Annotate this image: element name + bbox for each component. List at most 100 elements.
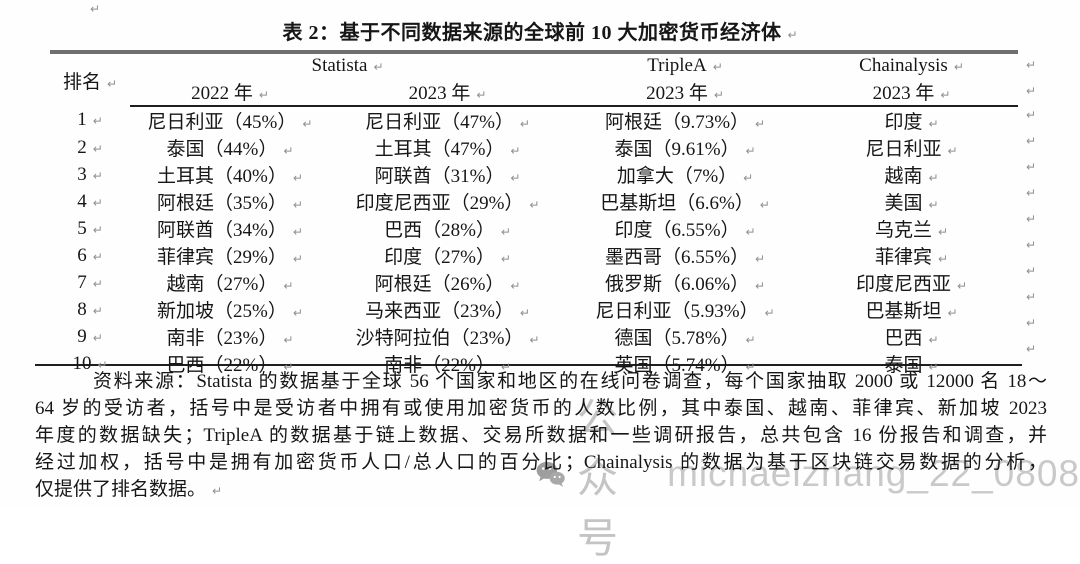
paragraph-mark-icon: ↵ — [106, 76, 118, 91]
document-page: ↵ 公众号 michaelzhang_22_0808 表 2：基于不同数据来源的… — [35, 2, 1080, 561]
data-cell: 印度尼西亚（29%） ↵ — [330, 188, 565, 215]
column-group-chainalysis: Chainalysis ↵ — [805, 52, 1018, 78]
paragraph-mark-icon: ↵ — [92, 195, 103, 210]
rank-cell: 9 ↵ — [50, 323, 130, 350]
country-share-value: 阿联酋（31%） — [374, 166, 505, 187]
table-row: 3 ↵ 土耳其（40%） ↵ 阿联酋（31%） ↵ 加拿大（7%） ↵ 越南 ↵ — [50, 161, 1018, 188]
country-share-value: 马来西亚（23%） — [365, 301, 514, 322]
data-cell: 菲律宾 ↵ — [805, 242, 1018, 269]
paragraph-mark-icon: ↵ — [712, 60, 723, 74]
paragraph-mark-icon: ↵ — [283, 144, 294, 158]
paragraph-mark-icon: ↵ — [956, 279, 968, 293]
paragraph-mark-icon: ↵ — [97, 357, 108, 372]
rank-cell: 3 ↵ — [50, 161, 130, 188]
country-share-value: 南非（23%） — [166, 328, 278, 349]
paragraph-mark-icon: ↵ — [212, 484, 223, 498]
data-cell: 德国（5.78%） ↵ — [565, 323, 805, 350]
paragraph-mark-icon: ↵ — [292, 306, 303, 320]
country-share-value: 尼日利亚（45%） — [147, 112, 297, 133]
paragraph-mark-icon: ↵ — [928, 117, 939, 131]
data-cell: 阿根廷（9.73%） ↵ — [565, 106, 805, 134]
country-share-value: 美国 — [884, 193, 923, 214]
footnote-line: 年度的数据缺失；TripleA 的数据基于链上数据、交易所数据和一些调研报告，总… — [35, 422, 1047, 449]
paragraph-mark-icon: ↵ — [1026, 238, 1037, 252]
data-cell: 新加坡（25%） ↵ — [130, 296, 330, 323]
paragraph-mark-icon: ↵ — [755, 279, 766, 293]
rank-cell: 6 ↵ — [50, 242, 130, 269]
paragraph-mark-icon: ↵ — [529, 198, 540, 212]
header-group-row: 排名 ↵ Statista ↵ TripleA ↵ Chainalysis ↵ — [50, 52, 1018, 93]
data-cell: 尼日利亚（45%） ↵ — [130, 106, 330, 134]
country-share-value: 尼日利亚 — [865, 139, 942, 160]
data-cell: 泰国（44%） ↵ — [130, 134, 330, 161]
rank-value: 6 — [77, 244, 87, 266]
rank-cell: 7 ↵ — [50, 269, 130, 296]
paragraph-mark-icon: ↵ — [92, 168, 103, 183]
country-share-value: 泰国（9.61%） — [614, 139, 740, 160]
table-title: 表 2：基于不同数据来源的全球前 10 大加密货币经济体 — [282, 22, 782, 44]
paragraph-mark-icon: ↵ — [476, 88, 487, 102]
data-cell: 乌克兰 ↵ — [805, 215, 1018, 242]
rank-value: 3 — [77, 163, 87, 185]
paragraph-mark-icon: ↵ — [1026, 186, 1037, 200]
country-share-value: 巴西（22%） — [166, 355, 278, 376]
data-cell: 墨西哥（6.55%） ↵ — [565, 242, 805, 269]
paragraph-mark-icon: ↵ — [953, 60, 964, 74]
paragraph-mark-icon: ↵ — [92, 303, 103, 318]
country-share-value: 土耳其（40%） — [157, 166, 287, 187]
country-share-value: 印度（6.55%） — [614, 220, 740, 241]
country-share-value: 印度尼西亚（29%） — [355, 193, 524, 214]
column-header-2022: 2022 年 ↵ — [130, 78, 330, 107]
country-share-value: 越南（27%） — [166, 274, 278, 295]
paragraph-mark-icon: ↵ — [937, 225, 949, 239]
paragraph-mark-icon: ↵ — [510, 279, 521, 293]
footnote-line: 经过加权，括号中是拥有加密货币人口/总人口的百分比；Chainalysis 的数… — [35, 449, 1047, 476]
data-cell: 巴基斯坦（6.6%） ↵ — [565, 188, 805, 215]
country-share-value: 印度 — [884, 112, 923, 133]
paragraph-mark-icon: ↵ — [713, 88, 724, 102]
data-cell: 印度 ↵ — [805, 106, 1018, 134]
table-row: 9 ↵ 南非（23%） ↵ 沙特阿拉伯（23%） ↵ 德国（5.78%） ↵ 巴西 ↵ — [50, 323, 1018, 350]
data-cell: 巴基斯坦 ↵ — [805, 296, 1018, 323]
data-cell: 巴西（22%） ↵ — [130, 350, 330, 377]
paragraph-mark-icon: ↵ — [92, 330, 103, 345]
table-row: 5 ↵ 阿联酋（34%） ↵ 巴西（28%） ↵ 印度（6.55%） ↵ 乌克兰 ↵ — [50, 215, 1018, 242]
paragraph-mark-icon: ↵ — [928, 198, 939, 212]
paragraph-mark-icon: ↵ — [1026, 134, 1037, 148]
paragraph-mark-icon: ↵ — [500, 360, 511, 374]
data-cell: 马来西亚（23%） ↵ — [330, 296, 565, 323]
paragraph-mark-icon: ↵ — [1026, 316, 1037, 330]
paragraph-mark-icon: ↵ — [90, 2, 101, 16]
rank-value: 8 — [77, 298, 87, 320]
country-share-value: 加拿大（7%） — [616, 166, 738, 187]
data-cell: 泰国（9.61%） ↵ — [565, 134, 805, 161]
data-cell: 沙特阿拉伯（23%） ↵ — [330, 323, 565, 350]
rank-value: 4 — [77, 190, 87, 212]
paragraph-mark-icon: ↵ — [745, 333, 756, 347]
data-cell: 南非（22%） ↵ — [330, 350, 565, 377]
rank-cell: 8 ↵ — [50, 296, 130, 323]
country-share-value: 巴西 — [884, 328, 923, 349]
country-share-value: 乌克兰 — [874, 220, 932, 241]
data-cell: 俄罗斯（6.06%） ↵ — [565, 269, 805, 296]
country-share-value: 菲律宾（29%） — [157, 247, 287, 268]
data-cell: 巴西 ↵ — [805, 323, 1018, 350]
paragraph-mark-icon: ↵ — [743, 171, 754, 185]
country-share-value: 印度尼西亚 — [855, 274, 951, 295]
paragraph-mark-icon: ↵ — [500, 225, 511, 239]
paragraph-mark-icon: ↵ — [92, 141, 103, 156]
paragraph-mark-icon: ↵ — [292, 198, 303, 212]
data-cell: 菲律宾（29%） ↵ — [130, 242, 330, 269]
paragraph-mark-icon: ↵ — [1026, 342, 1037, 356]
year-label: 2023 年 — [872, 83, 935, 104]
crypto-ranking-table: 排名 ↵ Statista ↵ TripleA ↵ Chainalysis ↵ 2022… — [50, 50, 1019, 377]
data-cell: 阿根廷（26%） ↵ — [330, 269, 565, 296]
triplea-label: TripleA — [647, 55, 707, 76]
paragraph-mark-icon: ↵ — [928, 360, 939, 374]
footnote-text: 资料来源：Statista 的数据基于全球 56 个国家和地区的在线问卷调查，每… — [93, 371, 1047, 392]
paragraph-mark-icon: ↵ — [1026, 290, 1037, 304]
country-share-value: 土耳其（47%） — [374, 139, 505, 160]
column-header-2023-triplea: 2023 年 ↵ — [565, 78, 806, 107]
header-year-row: 2022 年 ↵ 2023 年 ↵ 2023 年 ↵ 2023 年 ↵ — [50, 78, 1019, 107]
paragraph-mark-icon: ↵ — [755, 252, 766, 266]
